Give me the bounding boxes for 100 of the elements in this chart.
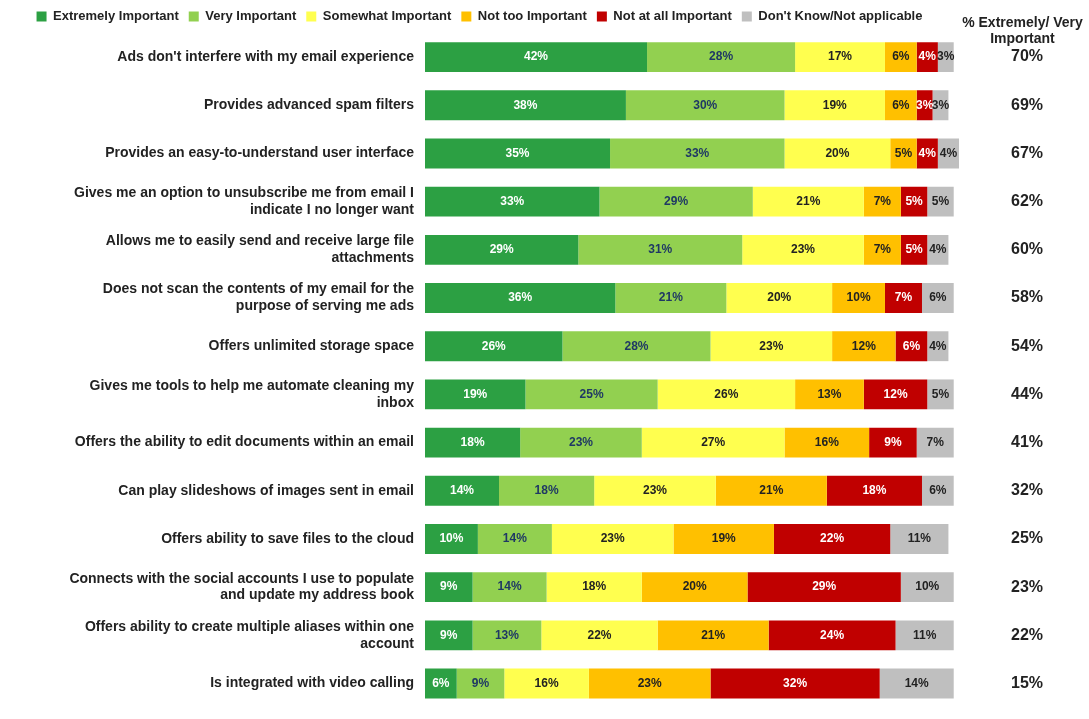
bar <box>879 668 954 699</box>
y-tick-label: Offers the ability to edit documents within an email <box>74 433 414 450</box>
data-label: 29% <box>812 579 837 594</box>
data-label: 21% <box>701 627 726 642</box>
data-label: 4% <box>918 145 937 160</box>
data-label: 22% <box>587 627 612 642</box>
legend-label: Not too Important <box>477 8 588 24</box>
data-label: 11% <box>907 531 932 546</box>
data-label: 20% <box>682 579 707 594</box>
bar <box>425 234 579 265</box>
bar <box>784 138 891 169</box>
data-label: 29% <box>489 242 514 257</box>
bar <box>869 427 917 458</box>
bar <box>562 331 711 362</box>
bar <box>832 283 885 313</box>
bar <box>472 620 542 651</box>
text: 54% <box>1010 336 1044 354</box>
bar <box>588 668 711 699</box>
data-label: 31% <box>648 242 673 257</box>
data-label: 33% <box>500 193 525 208</box>
y-tick-label: Offers unlimited storage space <box>208 337 415 354</box>
legend-label: Somewhat Important <box>322 8 453 24</box>
data-label: 21% <box>658 290 684 305</box>
bar <box>890 524 949 554</box>
bar <box>625 90 785 121</box>
data-label: 28% <box>709 49 734 64</box>
data-label: 29% <box>664 193 689 208</box>
data-label: 4% <box>929 338 947 353</box>
data-label: 28% <box>624 338 649 353</box>
bar <box>525 379 658 410</box>
text: 60% <box>1010 240 1044 258</box>
bar <box>499 475 595 506</box>
text: 44% <box>1010 384 1044 402</box>
y-tick-label: Is integrated with video calling <box>210 674 414 691</box>
text: 23% <box>1010 577 1044 595</box>
data-label: 5% <box>905 193 924 208</box>
bar <box>784 427 870 458</box>
data-label: 18% <box>534 483 559 498</box>
data-label: 10% <box>846 290 871 305</box>
data-label: 20% <box>767 290 792 305</box>
bar <box>541 620 658 651</box>
y-tick-label: Gives me an option to unsubscribe me from email I indicate I no longer want <box>74 184 415 217</box>
bar <box>863 186 901 217</box>
data-label: 9% <box>884 434 902 449</box>
bar <box>726 283 833 313</box>
data-label: 14% <box>449 483 475 498</box>
data-label: 27% <box>701 434 726 449</box>
y-tick-label: Gives me tools to help me automate cleaning my inbox <box>89 376 415 410</box>
data-label: 9% <box>471 675 490 690</box>
bar <box>641 572 748 603</box>
data-label: 5% <box>931 386 950 401</box>
bar <box>826 475 922 506</box>
bar <box>752 186 864 217</box>
data-label: 14% <box>502 531 528 546</box>
data-label: 6% <box>929 290 947 305</box>
data-label: 12% <box>851 338 877 353</box>
data-label: 10% <box>915 579 940 594</box>
bar <box>594 475 716 506</box>
data-label: 9% <box>440 579 458 594</box>
bar <box>641 427 785 458</box>
bar <box>795 42 885 73</box>
y-tick-label: Offers ability to create multiple aliases within one account <box>84 617 415 651</box>
bar <box>425 138 611 169</box>
data-label: 23% <box>637 675 663 690</box>
bar <box>742 234 864 265</box>
bar <box>673 524 774 554</box>
y-tick-label: Ads don't interfere with my email experience <box>117 47 415 64</box>
bar <box>715 475 827 506</box>
bar <box>425 572 473 603</box>
data-label: 13% <box>817 386 842 401</box>
bar <box>472 572 547 603</box>
bar <box>900 572 954 603</box>
data-label: 19% <box>711 531 737 546</box>
data-label: 10% <box>439 531 464 546</box>
bar <box>578 234 743 265</box>
data-label: 21% <box>796 193 821 208</box>
data-label: 38% <box>513 97 538 112</box>
bar <box>425 620 473 651</box>
data-label: 16% <box>534 675 559 690</box>
bar <box>884 283 922 313</box>
bar <box>863 234 901 265</box>
bar <box>504 668 589 699</box>
text: 70% <box>1010 47 1044 65</box>
bar <box>773 524 891 554</box>
text: 67% <box>1010 143 1044 161</box>
data-label: 33% <box>685 145 710 160</box>
bar <box>551 524 674 554</box>
data-label: 17% <box>828 49 853 64</box>
bar <box>747 572 901 603</box>
data-label: 18% <box>460 434 485 449</box>
data-label: 6% <box>892 49 910 64</box>
legend-label: Not at all Important <box>613 8 733 24</box>
bar <box>710 331 833 362</box>
bar <box>425 524 478 554</box>
text: 62% <box>1010 192 1044 210</box>
data-label: 6% <box>929 483 947 498</box>
data-label: 42% <box>524 49 549 64</box>
data-label: 36% <box>508 290 533 305</box>
bar <box>895 620 954 651</box>
data-label: 4% <box>918 49 937 64</box>
